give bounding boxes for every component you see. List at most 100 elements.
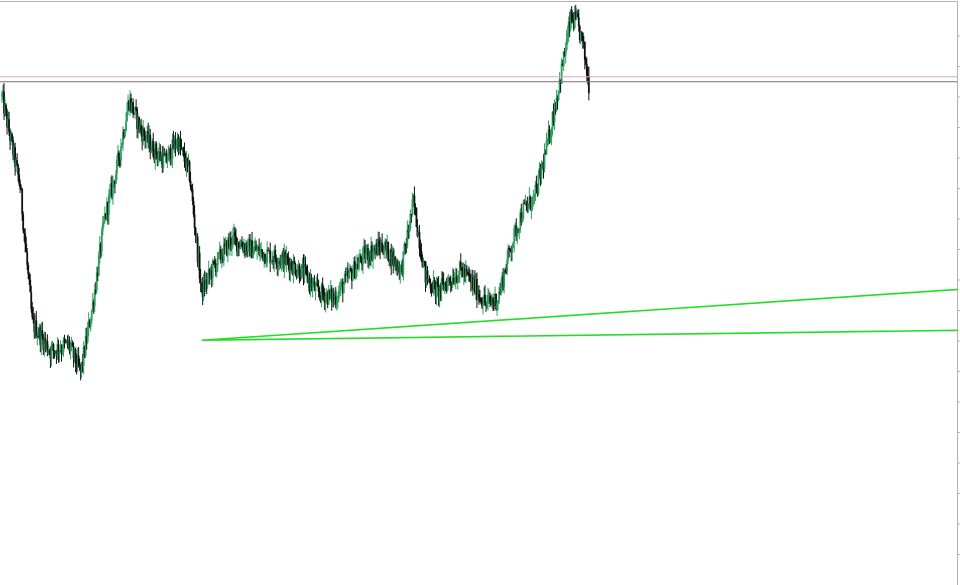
- bull-candle: [307, 278, 310, 283]
- bull-candle: [311, 283, 314, 288]
- bull-candle: [462, 268, 465, 277]
- bear-candle: [360, 255, 362, 261]
- bear-candle: [19, 183, 22, 189]
- bear-candle: [198, 252, 201, 279]
- bear-candle: [586, 75, 589, 77]
- bear-candle: [396, 261, 399, 272]
- bear-candle: [29, 279, 32, 293]
- bull-candle: [566, 32, 569, 39]
- bull-candle: [217, 252, 220, 254]
- bull-candle: [403, 243, 406, 252]
- bull-candle: [292, 260, 295, 275]
- bull-candle: [314, 285, 317, 291]
- bear-candle: [436, 282, 439, 286]
- bull-candle: [558, 79, 561, 91]
- bear-candle: [580, 32, 583, 34]
- bear-candle: [424, 261, 427, 283]
- bear-candle: [484, 294, 486, 303]
- bear-candle: [426, 270, 429, 281]
- bear-candle: [180, 147, 183, 149]
- bull-candle: [160, 155, 163, 161]
- bear-candle: [37, 335, 40, 337]
- bear-candle: [536, 186, 539, 194]
- bull-candle: [386, 241, 389, 250]
- bull-candle: [259, 250, 262, 255]
- bull-candle: [87, 320, 90, 329]
- bear-candle: [179, 138, 182, 148]
- bull-candle: [204, 279, 207, 290]
- bull-candle: [207, 269, 210, 277]
- bull-candle: [142, 128, 145, 142]
- bull-candle: [569, 9, 572, 29]
- bull-candle: [324, 296, 327, 304]
- bear-candle: [255, 246, 257, 252]
- bear-candle: [476, 278, 478, 300]
- bear-candle: [583, 41, 586, 60]
- bear-candle: [41, 330, 44, 337]
- bull-candle: [522, 202, 525, 219]
- bear-candle: [374, 248, 376, 250]
- bull-candle: [527, 203, 530, 209]
- bull-candle: [456, 281, 459, 283]
- bull-candle: [411, 199, 414, 215]
- bull-candle: [112, 181, 114, 196]
- trendline[interactable]: [201, 288, 958, 342]
- bear-candle: [405, 245, 408, 247]
- bear-candle: [326, 292, 329, 305]
- bull-candle: [7, 119, 9, 127]
- bull-candle: [483, 294, 485, 305]
- bull-candle: [197, 252, 200, 263]
- bull-candle: [237, 242, 239, 252]
- bull-candle: [389, 249, 392, 262]
- bull-candle: [375, 243, 377, 250]
- bull-candle: [435, 282, 438, 297]
- bear-candle: [138, 117, 141, 130]
- bull-candle: [513, 227, 516, 243]
- bull-candle: [458, 261, 461, 275]
- bear-candle: [282, 252, 285, 269]
- bear-candle: [130, 98, 132, 111]
- bear-candle: [213, 262, 216, 264]
- bear-candle: [585, 64, 588, 76]
- bear-candle: [161, 155, 164, 168]
- bear-candle: [174, 139, 177, 148]
- bear-candle: [504, 270, 507, 272]
- bear-candle: [490, 301, 492, 303]
- bull-candle: [62, 339, 65, 352]
- bear-candle: [24, 233, 27, 244]
- bear-candle: [272, 260, 275, 263]
- bull-candle: [209, 270, 212, 275]
- bear-candle: [445, 284, 448, 291]
- bear-candle: [316, 282, 319, 287]
- bull-candle: [518, 229, 521, 231]
- bull-candle: [15, 160, 18, 167]
- bear-candle: [330, 288, 333, 303]
- bear-candle: [234, 232, 236, 237]
- bear-candle: [387, 241, 390, 261]
- trendline[interactable]: [201, 329, 958, 342]
- bull-candle: [497, 301, 499, 303]
- bull-candle: [353, 261, 355, 274]
- bear-candle: [42, 336, 45, 350]
- bear-candle: [299, 278, 302, 280]
- bull-candle: [270, 260, 273, 264]
- bear-candle: [449, 281, 452, 284]
- bull-candle: [486, 300, 488, 306]
- bear-candle: [17, 164, 20, 175]
- bull-candle: [268, 250, 271, 252]
- bull-candle: [233, 232, 235, 236]
- bear-candle: [306, 270, 309, 283]
- bear-candle: [302, 264, 305, 278]
- bear-candle: [14, 147, 17, 167]
- bear-candle: [577, 16, 580, 26]
- bull-candle: [54, 351, 57, 353]
- bull-candle: [168, 147, 171, 151]
- bear-candle: [429, 282, 432, 289]
- bear-candle: [287, 258, 290, 264]
- bull-candle: [555, 98, 558, 110]
- bear-candle: [153, 156, 156, 161]
- bear-candle: [279, 260, 282, 265]
- bull-candle: [348, 268, 351, 273]
- bear-candle: [439, 285, 442, 292]
- bear-candle: [53, 350, 56, 353]
